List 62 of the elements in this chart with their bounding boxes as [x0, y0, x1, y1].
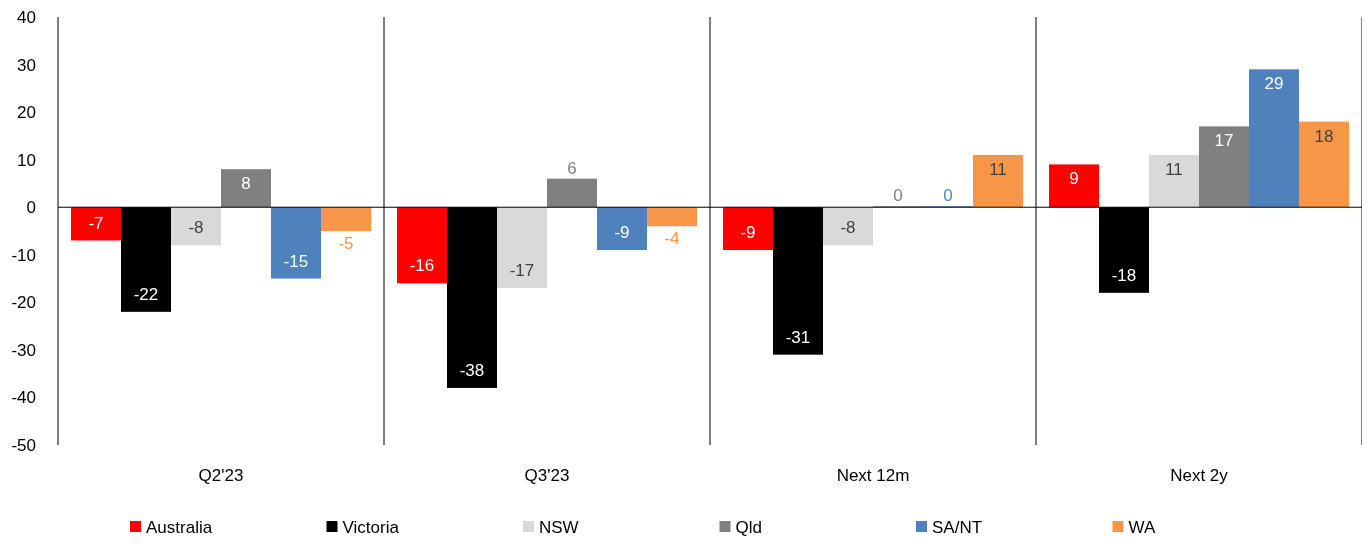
data-label: 18 [1314, 126, 1334, 146]
x-tick-label: Q3'23 [524, 466, 570, 485]
data-label: -8 [840, 218, 856, 238]
data-label: -15 [283, 251, 309, 271]
data-label: -31 [785, 327, 811, 347]
y-tick-label: 0 [26, 198, 36, 218]
data-label: 6 [567, 158, 577, 178]
data-label: -22 [133, 284, 159, 304]
data-label: -9 [740, 223, 756, 243]
legend-label: Victoria [342, 518, 400, 537]
data-label: 11 [1165, 159, 1183, 179]
data-label: -38 [459, 360, 485, 380]
data-label: 9 [1069, 169, 1079, 189]
bar [271, 207, 321, 279]
bar [723, 207, 773, 251]
data-label: -16 [409, 256, 435, 276]
x-tick-label: Q2'23 [198, 466, 244, 485]
bar [1249, 69, 1299, 208]
bar [823, 207, 873, 246]
bar [973, 154, 1023, 208]
bar [321, 207, 371, 231]
data-label: 17 [1214, 131, 1234, 151]
data-label: -4 [664, 229, 680, 249]
data-label: -7 [88, 213, 104, 233]
data-label: 8 [241, 174, 251, 194]
legend-label: SA/NT [932, 518, 983, 537]
y-tick-label: -30 [11, 340, 36, 360]
bar [597, 207, 647, 251]
y-tick-label: 10 [17, 150, 36, 170]
y-tick-label: 40 [17, 8, 36, 27]
legend-label: NSW [539, 518, 579, 537]
legend-label: Qld [735, 518, 762, 537]
data-label: 29 [1264, 74, 1284, 94]
y-tick-label: 20 [17, 103, 36, 123]
bar [1049, 164, 1099, 208]
data-label: -9 [614, 223, 630, 243]
legend-label: Australia [146, 518, 213, 537]
bar [221, 169, 271, 208]
y-tick-label: -20 [11, 293, 36, 313]
bar [547, 178, 597, 208]
bar [497, 207, 547, 289]
data-label: 11 [989, 159, 1007, 179]
x-tick-label: Next 2y [1170, 466, 1229, 485]
y-tick-label: -50 [11, 436, 36, 455]
bar [647, 207, 697, 227]
bar [71, 207, 121, 241]
bar [397, 207, 447, 284]
data-label: -5 [338, 234, 354, 253]
x-tick-label: Next 12m [836, 466, 910, 485]
data-label: -17 [509, 261, 535, 281]
y-tick-label: 30 [17, 55, 36, 75]
data-label: -18 [1111, 265, 1137, 285]
y-tick-label: -10 [11, 245, 36, 265]
bar [1149, 154, 1199, 208]
data-label: 0 [893, 186, 903, 206]
bar [171, 207, 221, 246]
bar [1199, 126, 1249, 208]
data-label: 0 [943, 186, 953, 206]
data-label: -8 [188, 218, 204, 238]
legend-label: WA [1128, 518, 1156, 537]
bar [1299, 121, 1349, 208]
y-tick-label: -40 [11, 388, 36, 408]
